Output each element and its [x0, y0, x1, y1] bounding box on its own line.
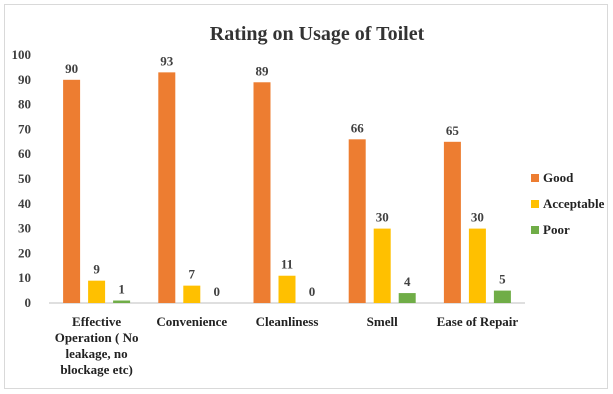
- data-label-acceptable-3: 30: [376, 210, 389, 225]
- bar-good-2: [253, 82, 271, 303]
- data-label-good-2: 89: [256, 63, 270, 78]
- y-tick-label: 30: [18, 221, 31, 236]
- bar-poor-4: [493, 290, 511, 303]
- data-label-acceptable-2: 11: [281, 257, 293, 272]
- y-axis-ticks: 0 10 20 30 40 50 60 70 80 90 100: [12, 47, 32, 310]
- y-tick-label: 10: [18, 270, 31, 285]
- legend-label-poor: Poor: [543, 222, 570, 237]
- bar-acceptable-1: [183, 285, 201, 303]
- category-label-1: Convenience: [156, 314, 227, 329]
- data-label-good-1: 93: [160, 53, 174, 68]
- legend-label-good: Good: [543, 170, 574, 185]
- y-tick-label: 100: [12, 47, 32, 62]
- category-label-line: Effective: [72, 314, 121, 329]
- bars: [63, 72, 511, 303]
- y-tick-label: 20: [18, 245, 31, 260]
- bar-acceptable-0: [88, 280, 106, 303]
- category-label-2: Cleanliness: [256, 314, 319, 329]
- y-tick-label: 60: [18, 146, 31, 161]
- legend-swatch-good: [531, 174, 539, 182]
- data-label-poor-3: 4: [404, 274, 411, 289]
- bar-acceptable-3: [373, 228, 391, 303]
- data-label-good-0: 90: [65, 61, 78, 76]
- data-label-acceptable-4: 30: [471, 210, 484, 225]
- y-tick-label: 40: [18, 196, 31, 211]
- y-tick-label: 90: [18, 72, 31, 87]
- category-label-line: Smell: [367, 314, 398, 329]
- category-label-line: Convenience: [156, 314, 227, 329]
- data-labels: 90 9 1 93 7 0 89 11 0 66 30 4 65 30 5: [65, 53, 506, 299]
- category-label-0: Effective Operation ( No leakage, no blocka…: [55, 314, 139, 377]
- legend-label-acceptable: Acceptable: [543, 196, 605, 211]
- data-label-good-4: 65: [446, 123, 460, 138]
- chart-title: Rating on Usage of Toilet: [210, 23, 425, 45]
- data-label-acceptable-1: 7: [189, 267, 196, 282]
- bar-good-1: [158, 72, 176, 303]
- data-label-good-3: 66: [351, 120, 365, 135]
- category-label-line: Operation ( No: [55, 330, 139, 345]
- category-label-line: Cleanliness: [256, 314, 319, 329]
- data-label-poor-4: 5: [499, 272, 506, 287]
- data-label-poor-2: 0: [309, 284, 316, 299]
- bar-good-3: [348, 139, 366, 303]
- category-label-3: Smell: [367, 314, 398, 329]
- data-label-poor-1: 0: [214, 284, 221, 299]
- legend: Good Acceptable Poor: [531, 170, 605, 237]
- bar-poor-0: [113, 300, 131, 303]
- category-label-line: Ease of Repair: [437, 314, 519, 329]
- data-label-acceptable-0: 9: [93, 262, 100, 277]
- bar-good-0: [63, 79, 81, 303]
- y-tick-label: 50: [18, 171, 31, 186]
- bar-poor-3: [398, 293, 416, 303]
- legend-swatch-acceptable: [531, 200, 539, 208]
- bar-acceptable-2: [278, 275, 296, 303]
- y-tick-label: 0: [25, 295, 32, 310]
- legend-swatch-poor: [531, 226, 539, 234]
- category-label-4: Ease of Repair: [437, 314, 519, 329]
- y-tick-label: 70: [18, 121, 31, 136]
- y-tick-label: 80: [18, 97, 31, 112]
- data-label-poor-0: 1: [118, 282, 125, 297]
- x-axis-labels: Effective Operation ( No leakage, no blocka…: [55, 314, 519, 377]
- bar-chart: Rating on Usage of Toilet 01020304050607…: [12, 23, 605, 377]
- chart-frame: Rating on Usage of Toilet 0 10 20 30 40 50 60 7…: [4, 4, 608, 389]
- bar-acceptable-4: [468, 228, 486, 303]
- category-label-line: blockage etc): [60, 362, 133, 377]
- category-label-line: leakage, no: [66, 346, 128, 361]
- bar-good-4: [443, 141, 461, 303]
